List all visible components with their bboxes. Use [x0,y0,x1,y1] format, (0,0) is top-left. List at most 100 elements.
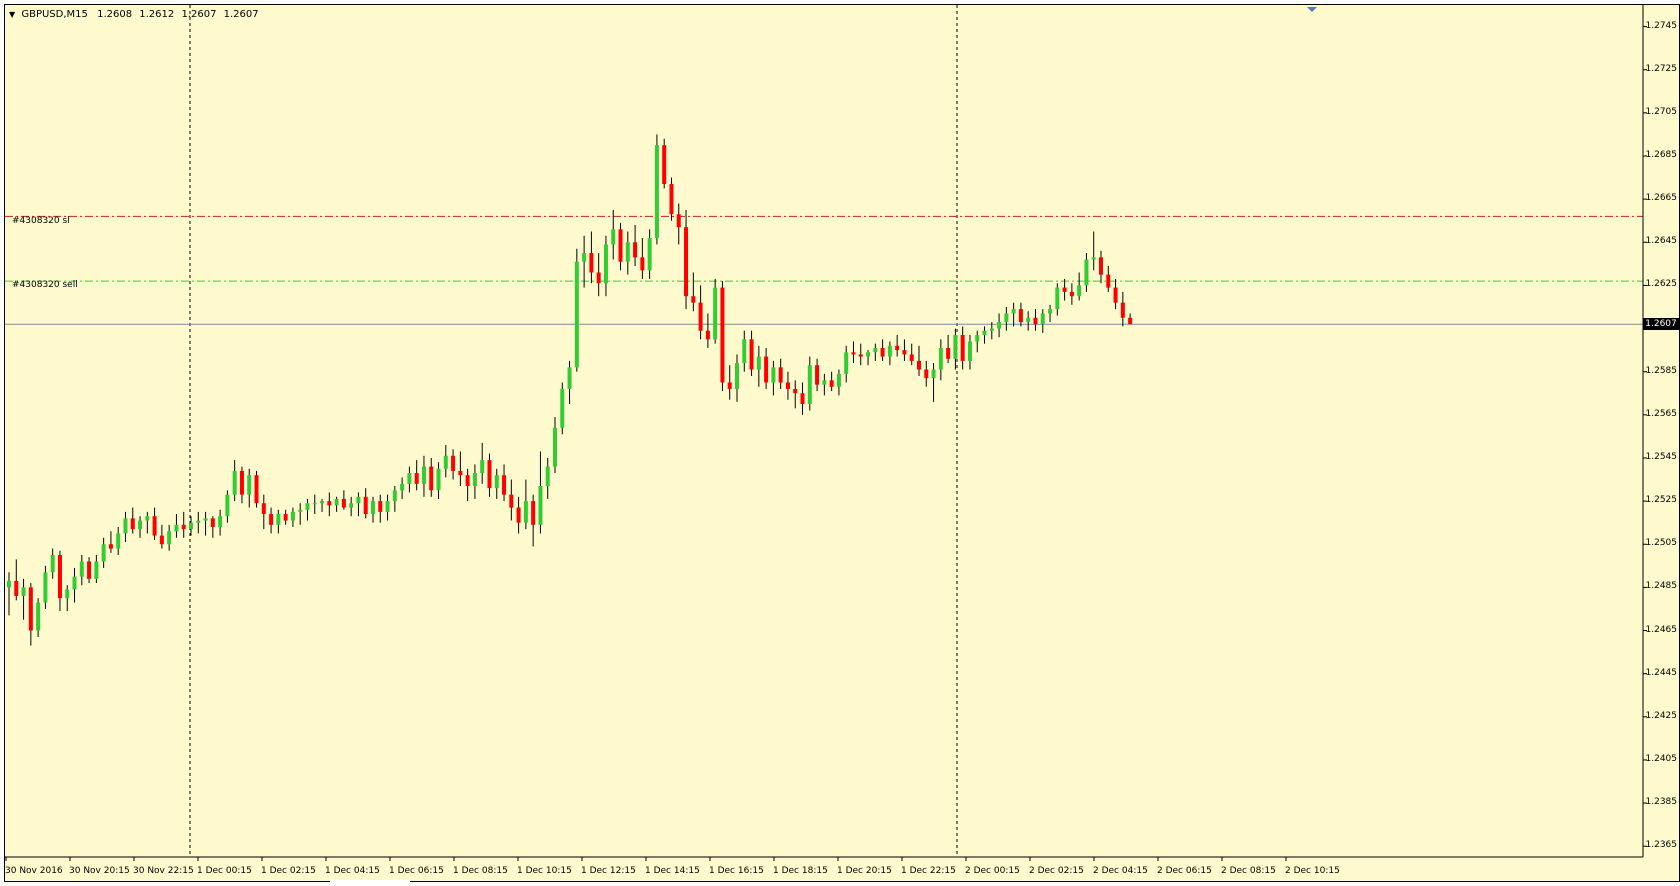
bull-candle [1048,309,1053,314]
bear-candle [946,347,951,359]
bear-candle [633,242,638,258]
bull-candle [713,287,718,340]
time-tick-label: 1 Dec 22:15 [901,866,956,876]
candlestick-chart[interactable] [5,5,1680,882]
bear-candle [858,354,863,357]
bull-candle [72,576,77,590]
bull-candle [582,253,587,262]
sell-order-label[interactable]: #4308320 sell [12,280,78,290]
bull-candle [174,524,179,532]
price-tick-label: 1.2545 [1645,451,1678,462]
bear-candle [1069,291,1074,297]
bear-candle [327,501,332,506]
bull-candle [1055,287,1060,310]
bull-candle [385,501,390,512]
bull-candle [116,533,121,549]
stop-loss-label[interactable]: #4308320 sl [12,216,70,226]
bull-candle [822,380,827,385]
bear-candle [691,296,696,303]
price-tick-label: 1.2565 [1645,408,1678,419]
bear-candle [269,514,274,525]
bull-candle [7,580,11,588]
bear-candle [749,339,754,370]
bull-candle [21,587,26,597]
time-tick-label: 1 Dec 06:15 [389,866,444,876]
bull-candle [407,473,412,484]
bull-candle [771,367,776,383]
bull-candle [101,544,106,562]
bear-candle [363,496,368,515]
bull-candle [574,261,579,368]
time-tick-label: 2 Dec 04:15 [1093,866,1148,876]
bear-candle [895,345,900,351]
bull-candle [523,501,528,523]
chart-window[interactable]: ▼ GBPUSD,M15 1.2608 1.2612 1.2607 1.2607… [4,4,1680,882]
bear-candle [502,475,507,495]
bear-candle [720,287,725,383]
bear-candle [676,214,681,228]
bull-candle [50,555,55,573]
bull-candle [938,347,943,370]
bull-candle [1077,285,1082,297]
chart-info-bar: ▼ GBPUSD,M15 1.2608 1.2612 1.2607 1.2607 [9,9,263,20]
bear-candle [764,356,769,383]
time-tick-label: 1 Dec 16:15 [709,866,764,876]
bull-candle [873,347,878,353]
bear-candle [1062,287,1067,292]
bull-candle [334,498,339,506]
bear-candle [793,388,798,394]
price-tick-label: 1.2465 [1645,624,1678,635]
bull-candle [560,388,565,428]
bull-candle [189,522,193,530]
bull-candle [975,335,980,342]
bear-candle [596,272,601,284]
bear-candle [851,352,856,355]
price-tick-label: 1.2725 [1645,63,1678,74]
price-tick-label: 1.2485 [1645,581,1678,592]
time-tick-label: 1 Dec 00:15 [197,866,252,876]
time-tick-label: 30 Nov 2016 [5,866,63,876]
bear-candle [57,555,62,599]
bull-candle [123,518,128,534]
bull-candle [312,503,317,505]
bull-candle [138,520,143,530]
bear-candle [531,501,536,525]
bull-candle [305,503,310,510]
price-tick-label: 1.2705 [1645,106,1678,117]
bear-candle [283,514,288,521]
bull-candle [196,520,201,523]
bull-candle [953,335,958,359]
bull-candle [735,363,739,389]
bear-candle [684,227,689,297]
price-tick-label: 1.2425 [1645,710,1678,721]
bear-candle [1120,302,1125,318]
bull-candle [742,339,747,364]
bull-candle [94,561,99,579]
bear-candle [239,470,244,495]
time-tick-label: 1 Dec 02:15 [261,866,316,876]
bull-candle [203,518,208,521]
bull-candle [65,589,70,599]
bear-candle [261,503,266,515]
price-tick-label: 1.2385 [1645,797,1678,808]
bear-candle [130,518,135,530]
bull-candle [276,514,281,525]
bull-candle [371,501,375,515]
shift-marker-icon[interactable] [1307,7,1317,12]
bull-candle [807,365,812,405]
bear-candle [960,335,965,361]
bull-candle [356,496,361,504]
symbol-label: GBPUSD,M15 [21,9,88,20]
bull-candle [887,345,892,357]
bear-candle [917,360,921,370]
bull-candle [232,470,237,495]
dropdown-triangle-icon[interactable]: ▼ [9,10,16,19]
bull-candle [866,352,871,357]
time-tick-label: 2 Dec 08:15 [1221,866,1276,876]
time-tick-label: 2 Dec 02:15 [1029,866,1084,876]
low-value: 1.2607 [181,9,217,20]
bull-candle [545,466,550,487]
bear-candle [880,347,885,357]
scrollbar-marker[interactable] [330,880,410,884]
bear-candle [181,524,186,530]
